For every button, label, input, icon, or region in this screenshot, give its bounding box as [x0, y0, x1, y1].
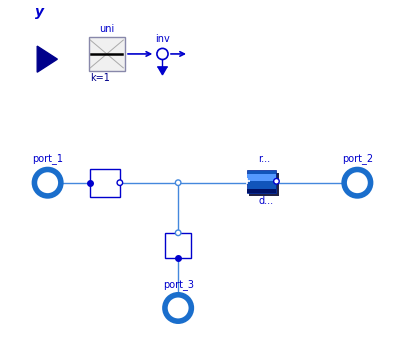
Circle shape	[117, 180, 123, 185]
Bar	[247, 189, 277, 193]
Bar	[89, 37, 125, 71]
Bar	[249, 174, 279, 196]
Text: port_1: port_1	[32, 153, 63, 164]
Polygon shape	[37, 46, 58, 72]
Circle shape	[274, 179, 279, 184]
Text: uni: uni	[99, 24, 115, 34]
Text: port_2: port_2	[342, 153, 373, 164]
Circle shape	[157, 48, 168, 60]
Circle shape	[175, 180, 181, 185]
Bar	[90, 169, 120, 197]
Circle shape	[175, 230, 181, 236]
Text: port_3: port_3	[163, 279, 194, 290]
Text: y: y	[35, 5, 44, 19]
Polygon shape	[158, 68, 166, 75]
Bar	[247, 170, 277, 193]
Text: res1: res1	[97, 178, 118, 188]
Bar	[165, 233, 191, 258]
Text: res3: res3	[168, 240, 189, 250]
Text: d...: d...	[258, 196, 273, 206]
Text: inv: inv	[155, 34, 170, 45]
Text: r...: r...	[258, 154, 270, 164]
Bar	[247, 174, 277, 181]
Text: k=1: k=1	[90, 73, 110, 83]
